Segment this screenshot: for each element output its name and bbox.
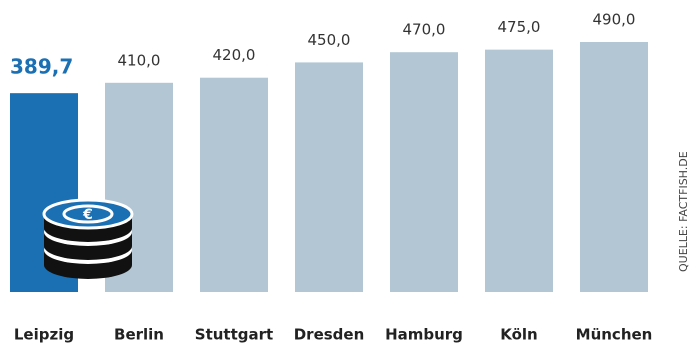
- bar: [295, 62, 363, 292]
- x-tick-label: München: [576, 326, 653, 344]
- value-label: 450,0: [308, 31, 351, 49]
- x-tick-label: Köln: [500, 326, 538, 344]
- value-label: 410,0: [118, 51, 161, 69]
- value-label: 389,7: [10, 55, 73, 79]
- value-label: 490,0: [593, 11, 636, 29]
- value-label: 470,0: [403, 21, 446, 39]
- x-tick-label: Stuttgart: [195, 326, 273, 344]
- coin-icon: €: [42, 198, 134, 279]
- bar: [485, 49, 553, 292]
- bar: [580, 42, 648, 292]
- value-label: 475,0: [498, 18, 541, 36]
- svg-text:€: €: [82, 207, 93, 223]
- value-label: 420,0: [213, 46, 256, 64]
- x-tick-label: Dresden: [294, 326, 365, 344]
- bars: [10, 42, 648, 293]
- bar: [200, 77, 268, 292]
- x-tick-label: Leipzig: [14, 326, 74, 344]
- bar: [390, 52, 458, 292]
- x-tick-label: Berlin: [114, 326, 164, 344]
- x-tick-label: Hamburg: [385, 326, 463, 344]
- source: QUELLE: FACTFISH.DE: [677, 151, 690, 272]
